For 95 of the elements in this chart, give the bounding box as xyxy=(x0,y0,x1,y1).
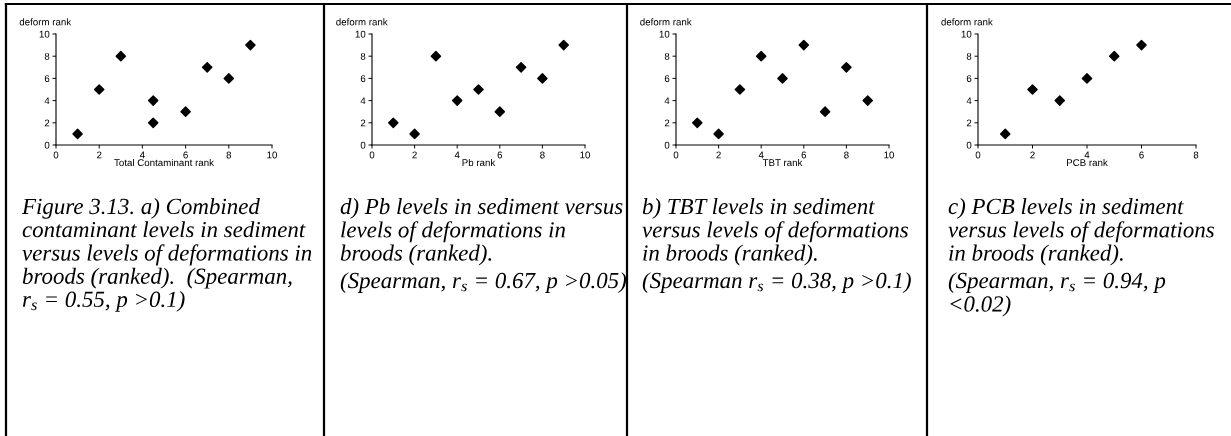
point xyxy=(1108,50,1120,62)
x-tick-label: 0 xyxy=(975,151,981,159)
caption: Figure 3.13. a) Combined contaminant levels in sediment versus levels of deformations in broods (ranked). (Spearman, r$_{s}$ = 0.55, p >0.1) xyxy=(21,198,312,312)
point xyxy=(777,73,788,84)
y-tick-label: 0 xyxy=(966,141,972,149)
point xyxy=(691,117,703,129)
point xyxy=(1054,95,1066,106)
point xyxy=(558,39,570,51)
y-tick-label: 10 xyxy=(39,30,50,38)
y-tick-label: 6 xyxy=(966,75,972,83)
point xyxy=(1027,84,1038,95)
point xyxy=(201,61,213,73)
x-tick-label: 0 xyxy=(369,151,375,159)
point xyxy=(734,84,746,95)
x-tick-label: 6 xyxy=(801,151,807,159)
x-tick-label: 8 xyxy=(844,151,849,159)
y-tick-label: 10 xyxy=(355,30,366,38)
point xyxy=(862,95,874,106)
y-tick-label: 4 xyxy=(44,97,50,105)
x-tick-label: 10 xyxy=(884,151,895,159)
x-tick-label: 8 xyxy=(226,151,232,159)
y-tick-label: 8 xyxy=(664,52,670,60)
text: (Spearman r$_{s}$ = 0.38, p >0.1) xyxy=(642,272,911,293)
y-tick-label: 2 xyxy=(44,119,50,127)
text: d) Pb levels in sediment versus levels of deformations in broods (ranked). xyxy=(340,198,623,266)
x-tick-label: 4 xyxy=(454,151,460,159)
x-tick-label: 4 xyxy=(139,151,145,159)
x-tick-label: 6 xyxy=(497,151,503,159)
x-tick-label: 6 xyxy=(1139,151,1144,159)
x-tick-label: 2 xyxy=(96,151,102,159)
y-tick-label: 6 xyxy=(664,75,670,83)
point xyxy=(473,84,484,95)
point xyxy=(537,73,548,84)
y-tick-label: 8 xyxy=(360,52,366,60)
text: b) TBT levels in sediment versus levels of deformations in broods (ranked). xyxy=(642,198,908,266)
y-tick-label: 0 xyxy=(360,141,366,149)
y-tick-label: 4 xyxy=(360,97,366,105)
x-tick-label: 6 xyxy=(183,151,188,159)
x-tick-label: 0 xyxy=(53,151,59,159)
x-tick-label: 2 xyxy=(412,151,417,159)
x-tick-label: 10 xyxy=(580,151,591,159)
y-tick-label: 8 xyxy=(44,52,50,60)
x-tick-label: 8 xyxy=(1193,151,1199,159)
x-tick-label: 4 xyxy=(1084,151,1090,159)
point xyxy=(430,50,442,62)
point xyxy=(115,50,127,62)
point xyxy=(1081,73,1093,84)
y-tick-label: 2 xyxy=(664,119,670,127)
point xyxy=(999,128,1011,140)
y-tick-label: 6 xyxy=(44,75,50,83)
point xyxy=(72,128,83,140)
x-tick-label: 2 xyxy=(716,151,721,159)
point xyxy=(819,106,831,118)
point xyxy=(755,50,767,62)
x-tick-label: 8 xyxy=(540,151,545,159)
y-tick-label: 8 xyxy=(966,52,972,60)
x-tick-label: 4 xyxy=(758,151,764,159)
point xyxy=(147,117,159,129)
y-axis-title: deform rank xyxy=(640,18,692,26)
x-axis-title: PCB rank xyxy=(1067,158,1108,167)
point xyxy=(841,61,852,73)
point xyxy=(451,95,463,106)
y-tick-label: 2 xyxy=(360,119,366,127)
text: (Spearman, r$_{s}$ = 0.67, p >0.05) xyxy=(340,272,627,293)
point xyxy=(223,73,235,84)
y-axis-title: deform rank xyxy=(336,18,388,26)
y-tick-label: 0 xyxy=(44,141,50,149)
y-tick-label: 4 xyxy=(966,97,972,105)
point xyxy=(409,128,420,140)
point xyxy=(494,106,506,118)
text: (Spearman, r$_{s}$ = 0.94, p <0.02) xyxy=(948,272,1166,317)
point xyxy=(1136,39,1147,51)
y-tick-label: 2 xyxy=(966,119,972,127)
point xyxy=(387,117,399,129)
point xyxy=(713,128,724,140)
x-axis-title: Total Contaminant rank xyxy=(114,158,214,167)
y-tick-label: 0 xyxy=(664,141,670,149)
y-tick-label: 6 xyxy=(360,75,366,83)
y-tick-label: 10 xyxy=(659,30,670,38)
x-tick-label: 0 xyxy=(673,151,679,159)
text: c) PCB levels in sediment versus levels of deformations in broods (ranked). xyxy=(948,198,1214,266)
y-tick-label: 4 xyxy=(664,97,670,105)
x-axis-title: TBT rank xyxy=(762,158,803,167)
point xyxy=(245,39,256,51)
point xyxy=(93,84,105,95)
x-tick-label: 2 xyxy=(1030,151,1035,159)
point xyxy=(515,61,527,73)
y-axis-title: deform rank xyxy=(941,18,993,26)
x-tick-label: 10 xyxy=(267,151,278,159)
point xyxy=(798,39,810,51)
point xyxy=(147,95,159,106)
point xyxy=(180,106,191,118)
y-tick-label: 10 xyxy=(961,30,972,38)
y-axis-title: deform rank xyxy=(19,18,72,26)
x-axis-title: Pb rank xyxy=(462,158,496,167)
